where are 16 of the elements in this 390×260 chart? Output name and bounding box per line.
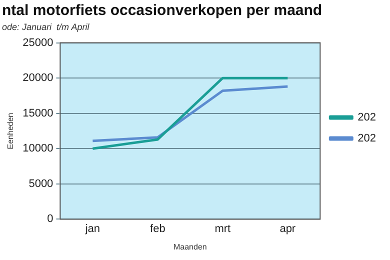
x-axis-title: Maanden [173, 242, 207, 252]
x-tick-label: feb [150, 222, 166, 235]
y-tick-label: 25000 [22, 36, 54, 49]
y-tick-label: 20000 [22, 72, 54, 84]
chart-title: ntal motorfiets occasionverkopen per maand [2, 2, 322, 20]
y-tick-label: 0 [47, 213, 54, 226]
legend-label: 202 [358, 112, 376, 124]
y-tick-label: 15000 [22, 107, 54, 120]
legend-label: 202 [358, 132, 376, 145]
chart-subtitle: ode: Januari t/m April [2, 22, 90, 32]
y-tick-label: 10000 [22, 142, 54, 155]
x-tick-label: apr [280, 222, 296, 235]
y-tick-label: 5000 [28, 178, 54, 190]
y-axis-title: Eenheden [6, 112, 16, 150]
x-tick-label: mrt [214, 222, 231, 235]
x-tick-label: jan [84, 222, 100, 235]
